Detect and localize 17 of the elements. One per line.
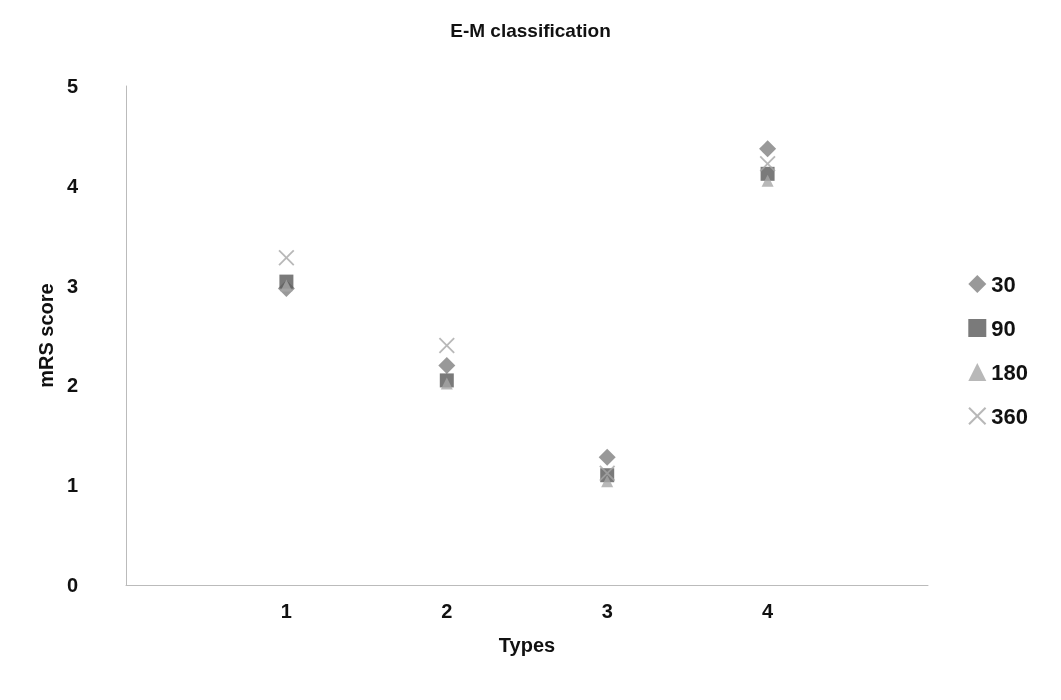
y-tick-label: 4 bbox=[66, 174, 79, 197]
chart-title: E-M classification bbox=[450, 20, 611, 41]
x-tick-label: 4 bbox=[762, 600, 775, 622]
x-tick-label: 1 bbox=[280, 600, 292, 622]
y-axis-title: mRS score bbox=[34, 283, 57, 388]
y-tick-label: 0 bbox=[66, 574, 78, 596]
y-tick-label: 2 bbox=[66, 374, 78, 397]
x-tick-label: 3 bbox=[601, 600, 613, 622]
legend-label: 90 bbox=[991, 315, 1016, 341]
legend-label: 360 bbox=[991, 403, 1029, 429]
y-tick-label: 1 bbox=[66, 474, 78, 497]
x-axis-title: Types bbox=[498, 634, 556, 656]
y-tick-label: 3 bbox=[66, 274, 78, 297]
legend-label: 30 bbox=[991, 271, 1016, 297]
y-tick-label: 5 bbox=[66, 75, 78, 97]
legend-label: 180 bbox=[991, 359, 1029, 385]
x-tick-label: 2 bbox=[441, 600, 453, 622]
